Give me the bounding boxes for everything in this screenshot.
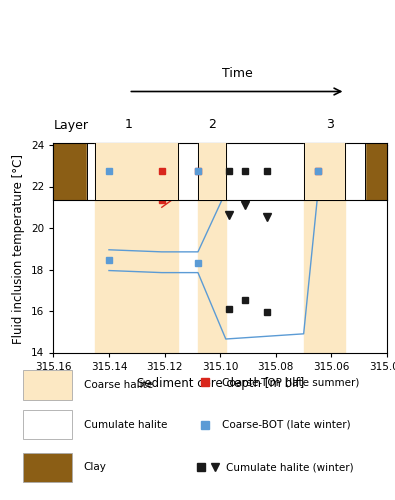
Bar [95, 142, 179, 200]
Bar [179, 142, 198, 200]
Bar [304, 145, 345, 352]
Text: Time: Time [222, 67, 252, 80]
Text: Layer: Layer [53, 118, 88, 132]
FancyArrowPatch shape [131, 88, 341, 95]
Bar [23, 370, 72, 400]
Y-axis label: Fluid inclusion temperature [°C]: Fluid inclusion temperature [°C] [13, 154, 26, 344]
Text: Cumulate halite: Cumulate halite [84, 420, 167, 430]
Bar [53, 142, 87, 200]
Text: Cumulate halite (winter): Cumulate halite (winter) [226, 462, 354, 472]
Bar [304, 142, 345, 200]
Bar [95, 145, 179, 352]
Bar [345, 142, 365, 200]
Text: Coarse-TOP (late summer): Coarse-TOP (late summer) [222, 378, 359, 388]
Bar [87, 142, 95, 200]
Bar [365, 142, 387, 200]
X-axis label: Sediment core depth [m blf]: Sediment core depth [m blf] [137, 377, 304, 390]
Text: Coarse halite: Coarse halite [84, 380, 153, 390]
Text: 1: 1 [124, 118, 132, 132]
Bar [23, 452, 72, 482]
Text: Coarse-BOT (late winter): Coarse-BOT (late winter) [222, 420, 351, 430]
Text: 3: 3 [326, 118, 334, 132]
Text: Clay: Clay [84, 462, 107, 472]
Bar [198, 142, 226, 200]
Bar [23, 410, 72, 440]
Bar [226, 142, 304, 200]
Bar [198, 145, 226, 352]
Text: 2: 2 [208, 118, 216, 132]
